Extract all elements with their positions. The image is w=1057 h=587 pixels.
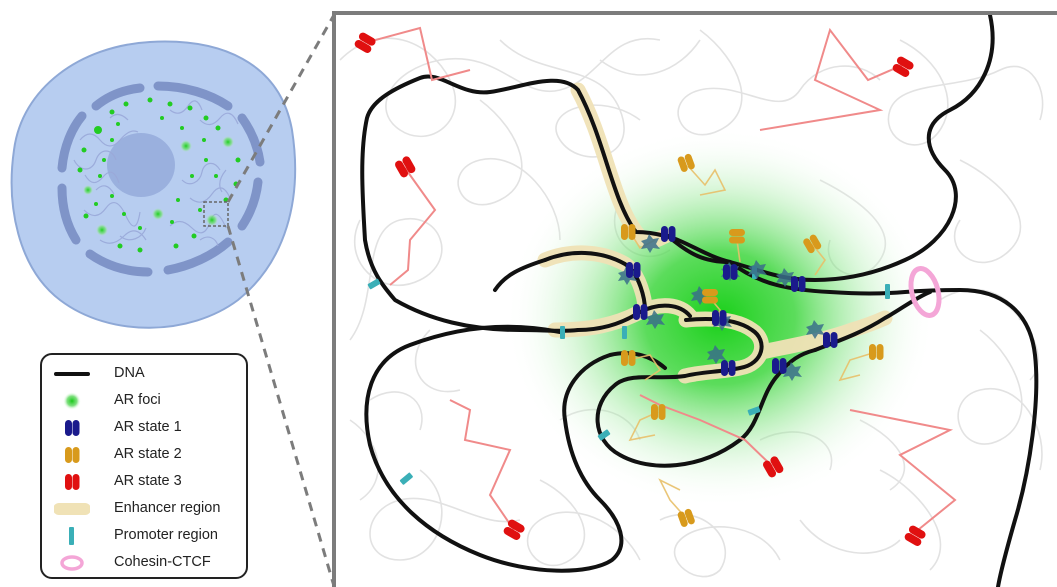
promoter-region-icon <box>69 527 74 545</box>
legend-item-ar-state-1: AR state 1 <box>42 417 246 439</box>
legend-label-ar-state-1: AR state 1 <box>114 419 182 435</box>
legend-item-ar-foci: AR foci <box>42 390 246 412</box>
ar3-tails <box>367 26 957 535</box>
zoom-region-box <box>203 201 229 227</box>
legend-label-cohesin: Cohesin-CTCF <box>114 554 211 570</box>
legend-item-dna: DNA <box>42 363 246 385</box>
legend: DNA AR foci AR state 1 AR state 2 AR sta… <box>40 353 248 579</box>
ar-foci-icon <box>63 392 81 410</box>
legend-label-promoter: Promoter region <box>114 527 218 543</box>
legend-label-ar-foci: AR foci <box>114 392 161 408</box>
legend-label-enhancer: Enhancer region <box>114 500 221 516</box>
legend-label-dna: DNA <box>114 365 145 381</box>
ar-state-1-icon <box>65 420 80 436</box>
cohesin-ctcf-icon <box>60 555 84 571</box>
ar-state-3-icon <box>65 474 80 490</box>
dna-line-icon <box>54 372 90 376</box>
cohesin-ctcf-ring <box>908 266 942 318</box>
legend-item-enhancer: Enhancer region <box>42 498 246 520</box>
legend-item-cohesin: Cohesin-CTCF <box>42 552 246 574</box>
cell-illustration <box>10 40 297 329</box>
chromatin-squiggles <box>73 100 239 247</box>
legend-item-ar-state-2: AR state 2 <box>42 444 246 466</box>
zoom-panel-frame <box>332 11 1057 587</box>
legend-label-ar-state-3: AR state 3 <box>114 473 182 489</box>
nuclear-envelope <box>57 81 265 277</box>
cell-foci <box>77 97 241 253</box>
ar-state-2-icon <box>65 447 80 463</box>
legend-label-ar-state-2: AR state 2 <box>114 446 182 462</box>
zoom-panel <box>332 11 1057 587</box>
dna-strand <box>360 13 1039 587</box>
nucleolus <box>107 133 175 197</box>
zoom-connector <box>226 14 336 587</box>
enhancer-region-icon <box>54 503 90 515</box>
legend-item-ar-state-3: AR state 3 <box>42 471 246 493</box>
legend-item-promoter: Promoter region <box>42 525 246 547</box>
